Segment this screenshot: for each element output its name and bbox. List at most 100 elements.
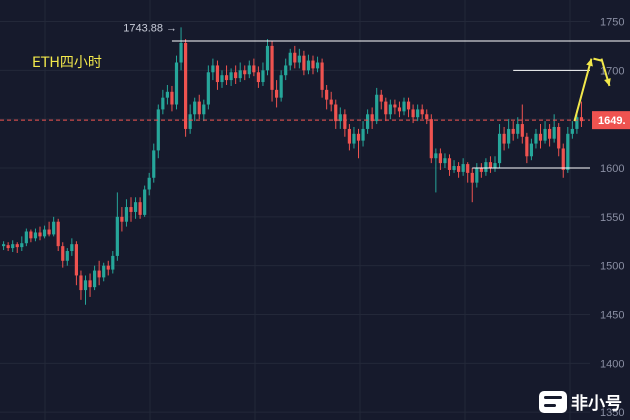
candle-body bbox=[402, 101, 406, 112]
candle-body bbox=[202, 104, 206, 115]
candle-body bbox=[65, 251, 69, 261]
current-price-tag bbox=[592, 111, 630, 130]
candle-body bbox=[6, 245, 10, 249]
candle-body bbox=[552, 126, 556, 139]
candle-body bbox=[293, 52, 297, 63]
candle-body bbox=[102, 265, 106, 278]
candle-body bbox=[174, 62, 179, 105]
candle-body bbox=[579, 117, 584, 122]
candle-body bbox=[234, 72, 238, 79]
watermark: 非小号 bbox=[539, 389, 622, 414]
y-tick-label: 1500 bbox=[600, 261, 624, 273]
candle-body bbox=[256, 72, 260, 83]
candle-body bbox=[275, 89, 279, 98]
candle-body bbox=[466, 164, 470, 173]
candle-body bbox=[243, 70, 247, 75]
candle-body bbox=[61, 246, 65, 261]
candle-body bbox=[70, 244, 74, 252]
candle-body bbox=[38, 232, 42, 237]
candle-body bbox=[493, 163, 497, 168]
candle-body bbox=[2, 244, 6, 247]
candle-body bbox=[143, 189, 147, 215]
candle-body bbox=[224, 75, 229, 81]
candle-body bbox=[47, 229, 51, 235]
candle-body bbox=[475, 168, 479, 183]
candle-body bbox=[106, 265, 110, 270]
candle-body bbox=[497, 133, 502, 164]
candle-body bbox=[311, 60, 315, 69]
candle-body bbox=[457, 166, 461, 172]
candle-body bbox=[393, 104, 397, 108]
candle-body bbox=[56, 221, 60, 247]
y-tick-label: 1400 bbox=[600, 358, 624, 370]
candle-body bbox=[88, 280, 92, 288]
y-tick-label: 1600 bbox=[600, 163, 624, 175]
candle-body bbox=[452, 166, 456, 170]
candle-body bbox=[302, 55, 306, 71]
candle-body bbox=[484, 162, 488, 172]
candle-body bbox=[320, 62, 324, 90]
candle-body bbox=[297, 55, 301, 63]
candle-body bbox=[279, 75, 283, 98]
candle-body bbox=[507, 128, 511, 144]
y-tick-label: 1350 bbox=[600, 407, 624, 419]
candle-body bbox=[375, 94, 379, 122]
candle-body bbox=[284, 65, 288, 76]
y-tick-label: 1550 bbox=[600, 212, 624, 224]
candle-body bbox=[247, 65, 251, 75]
candle-body bbox=[488, 162, 493, 168]
candle-body bbox=[434, 153, 438, 159]
candle-body bbox=[220, 75, 224, 83]
candle-body bbox=[24, 231, 28, 244]
candle-body bbox=[147, 177, 151, 190]
candle-body bbox=[161, 97, 165, 110]
candle-body bbox=[561, 148, 565, 170]
candle-body bbox=[384, 101, 388, 115]
candle-body bbox=[124, 207, 129, 222]
candle-body bbox=[416, 109, 420, 118]
candle-body bbox=[352, 133, 356, 144]
candle-body bbox=[438, 153, 442, 164]
candle-body bbox=[334, 104, 338, 122]
candle-body bbox=[511, 128, 515, 134]
candle-body bbox=[33, 232, 38, 239]
candle-body bbox=[129, 207, 133, 212]
up-arrow-head bbox=[586, 58, 593, 67]
candle-body bbox=[197, 101, 201, 115]
candle-body bbox=[111, 255, 115, 270]
candle-body bbox=[356, 133, 361, 141]
up-arrow-line bbox=[573, 58, 593, 122]
candle-body bbox=[516, 124, 520, 134]
candle-body bbox=[74, 244, 78, 276]
candle-body bbox=[165, 91, 169, 98]
candle-body bbox=[29, 231, 33, 239]
candle-body bbox=[338, 114, 342, 122]
candle-body bbox=[329, 99, 333, 105]
candle-body bbox=[133, 202, 138, 212]
candle-body bbox=[520, 124, 524, 137]
candle-body bbox=[188, 114, 192, 129]
candle-body bbox=[534, 133, 538, 144]
candle-body bbox=[470, 172, 474, 183]
candle-body bbox=[306, 60, 311, 71]
candle-body bbox=[211, 65, 215, 73]
candle-body bbox=[156, 109, 160, 151]
candle-body bbox=[93, 270, 97, 288]
candle-body bbox=[315, 62, 320, 69]
chart-title: ETH四小时 bbox=[32, 55, 102, 71]
candle-body bbox=[397, 107, 402, 112]
y-tick-label: 1450 bbox=[600, 310, 624, 322]
candle-body bbox=[184, 42, 188, 129]
candle-body bbox=[379, 94, 383, 102]
candle-body bbox=[265, 45, 270, 71]
candle-body bbox=[152, 150, 156, 178]
candle-body bbox=[548, 128, 552, 139]
candle-body bbox=[575, 117, 579, 129]
candle-body bbox=[388, 104, 392, 115]
candle-body bbox=[229, 72, 233, 81]
candle-body bbox=[261, 70, 265, 83]
candle-body bbox=[447, 158, 452, 170]
candle-body bbox=[479, 168, 483, 172]
